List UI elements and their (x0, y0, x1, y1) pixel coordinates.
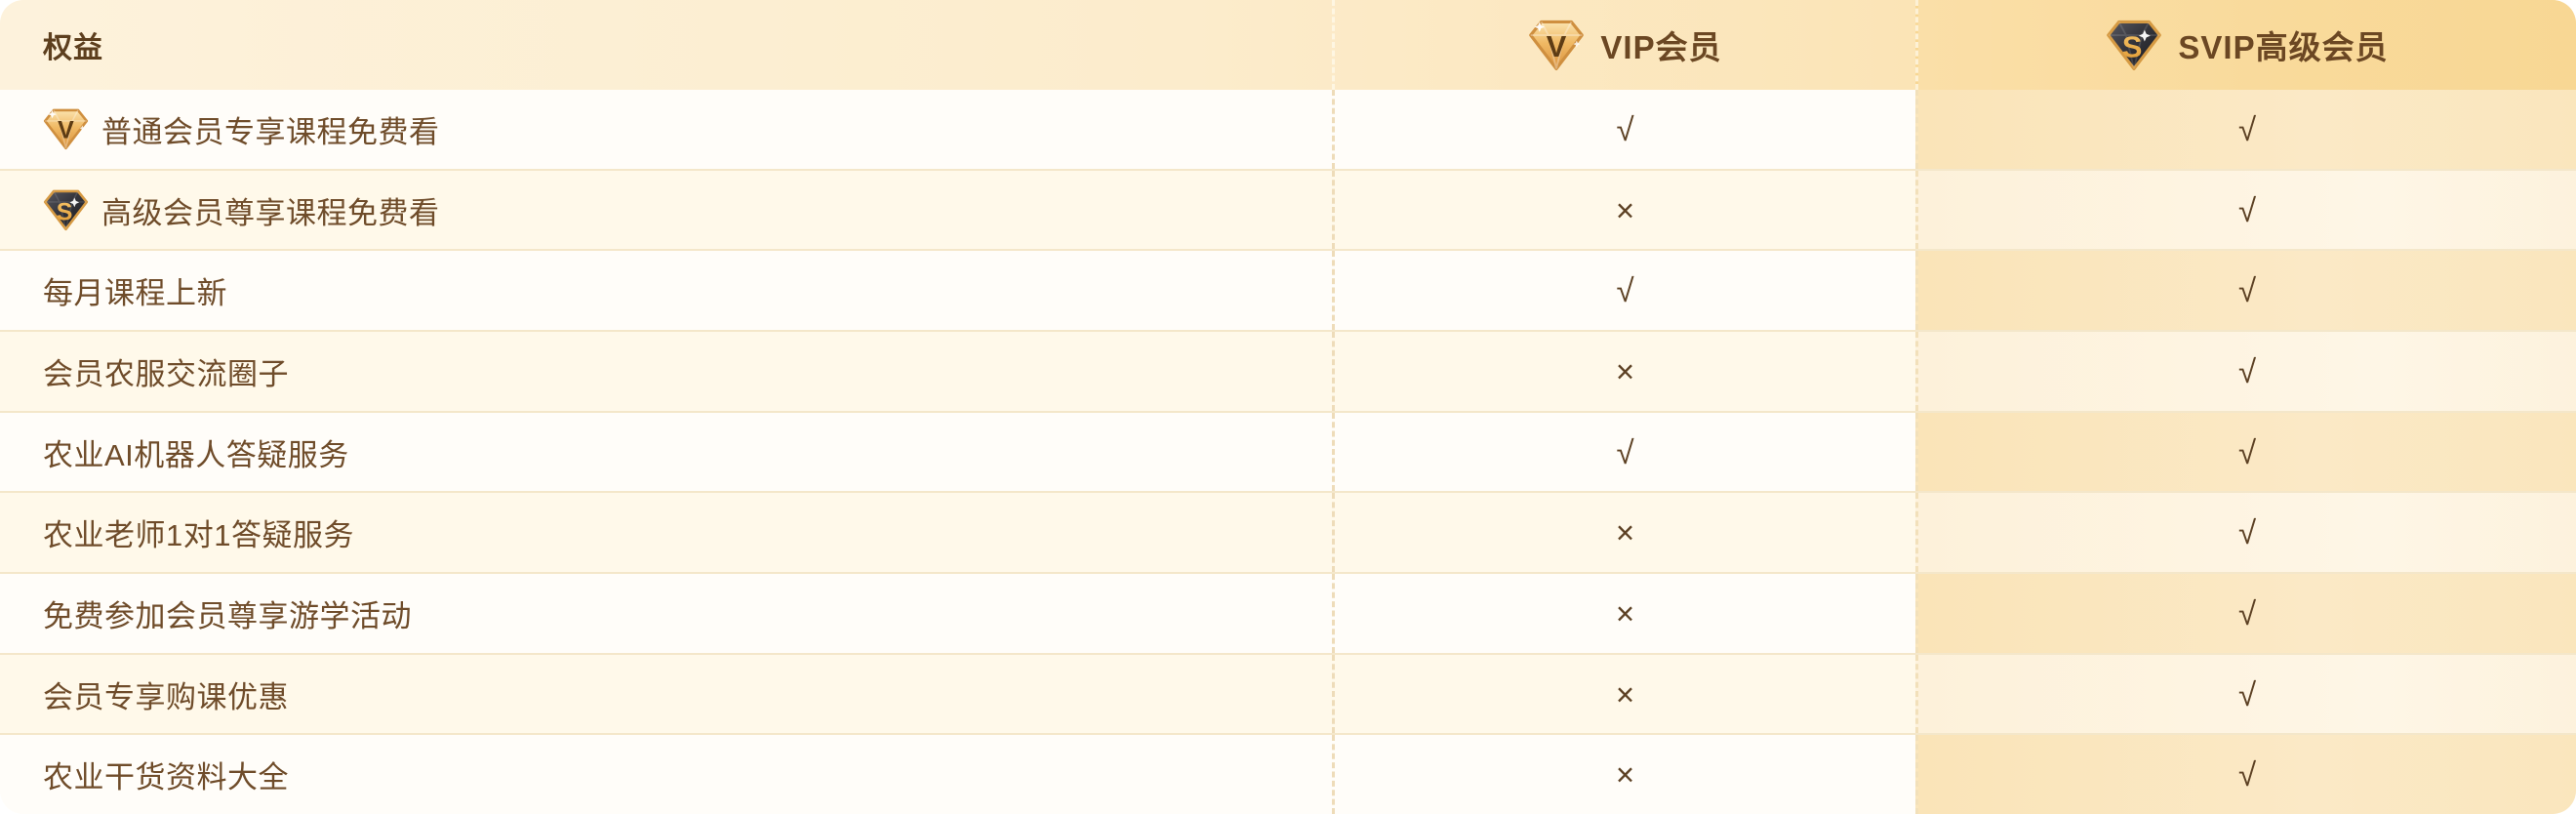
vip-value-cell: √ (1332, 90, 1915, 169)
benefit-cell: 农业AI机器人答疑服务 (0, 412, 1332, 492)
svip-value-cell: √ (1915, 574, 2576, 653)
svip-check-mark: √ (2237, 433, 2257, 470)
vip-value-cell: √ (1332, 412, 1915, 492)
svip-check-mark: √ (2237, 191, 2257, 228)
benefit-label: 农业AI机器人答疑服务 (43, 437, 349, 472)
svip-value-cell: √ (1915, 654, 2576, 734)
svg-text:V: V (1547, 29, 1567, 63)
vip-value-cell: × (1332, 654, 1915, 734)
benefit-cell: 会员农服交流圈子 (0, 332, 1332, 411)
vip-cross-mark: × (1615, 594, 1635, 631)
benefit-cell: 每月课程上新 (0, 251, 1332, 331)
benefit-cell: 农业干货资料大全 (0, 735, 1332, 814)
vip-column-label: VIP会员 (1600, 29, 1722, 65)
benefit-label: 高级会员尊享课程免费看 (101, 195, 440, 230)
svip-check-mark: √ (2237, 675, 2257, 712)
table-body: V 普通会员专享课程免费看 √ √ S 高级会员尊享课程免费看 × √ 每月课程上新 √ √ 会… (0, 90, 2576, 814)
table-row: 农业老师1对1答疑服务 × √ (0, 491, 2576, 573)
benefit-cell: V 普通会员专享课程免费看 (0, 90, 1332, 169)
svip-check-mark: √ (2237, 594, 2257, 631)
svip-value-cell: √ (1915, 332, 2576, 411)
vip-cross-mark: × (1615, 675, 1635, 712)
benefit-label: 每月课程上新 (43, 276, 227, 311)
benefits-header-cell: 权益 (0, 0, 1332, 90)
vip-cross-mark: × (1615, 514, 1635, 551)
benefit-label: 免费参加会员尊享游学活动 (43, 598, 412, 633)
benefit-cell: 免费参加会员尊享游学活动 (0, 574, 1332, 653)
benefits-header-label: 权益 (43, 32, 103, 64)
svip-column-label: SVIP高级会员 (2178, 29, 2389, 65)
vip-value-cell: √ (1332, 251, 1915, 331)
vip-cross-mark: × (1615, 756, 1635, 794)
vip-value-cell: × (1332, 735, 1915, 814)
vip-value-cell: × (1332, 170, 1915, 250)
vip-cross-mark: × (1615, 191, 1635, 228)
svip-check-mark: √ (2237, 110, 2257, 147)
vip-header-cell: V VIP会员 (1332, 0, 1915, 90)
vip-check-mark: √ (1616, 272, 1634, 309)
table-row: 农业AI机器人答疑服务 √ √ (0, 410, 2576, 492)
benefit-label: 农业干货资料大全 (43, 760, 289, 795)
svip-value-cell: √ (1915, 170, 2576, 250)
table-row: 会员专享购课优惠 × √ (0, 652, 2576, 734)
benefit-cell: 会员专享购课优惠 (0, 654, 1332, 734)
svip-check-mark: √ (2237, 514, 2257, 551)
svip-value-cell: √ (1915, 90, 2576, 169)
svg-text:S: S (2122, 30, 2143, 64)
table-row: S 高级会员尊享课程免费看 × √ (0, 168, 2576, 250)
table-header-row: 权益 V VIP会员 S SVIP高级会员 (0, 0, 2576, 90)
benefit-cell: 农业老师1对1答疑服务 (0, 493, 1332, 573)
vip-check-mark: √ (1616, 110, 1634, 147)
table-row: 每月课程上新 √ √ (0, 249, 2576, 331)
vip-value-cell: × (1332, 574, 1915, 653)
vip-check-mark: √ (1616, 433, 1634, 470)
svip-diamond-icon: S (43, 187, 89, 232)
vip-cross-mark: × (1615, 352, 1635, 389)
table-row: 农业干货资料大全 × √ (0, 733, 2576, 814)
svip-header-cell: S SVIP高级会员 (1915, 0, 2576, 90)
vip-diamond-icon: V (1528, 18, 1585, 72)
svip-check-mark: √ (2237, 272, 2257, 309)
table-row: 免费参加会员尊享游学活动 × √ (0, 572, 2576, 653)
benefit-label: 农业老师1对1答疑服务 (43, 518, 354, 553)
svip-check-mark: √ (2237, 352, 2257, 389)
svip-value-cell: √ (1915, 251, 2576, 331)
svip-diamond-icon: S (2106, 18, 2162, 72)
benefit-label: 会员农服交流圈子 (43, 356, 289, 391)
svip-value-cell: √ (1915, 493, 2576, 573)
benefit-label: 普通会员专享课程免费看 (101, 114, 440, 149)
vip-diamond-icon: V (43, 106, 89, 151)
benefit-label: 会员专享购课优惠 (43, 679, 289, 714)
svg-text:V: V (58, 117, 74, 144)
svip-check-mark: √ (2237, 756, 2257, 794)
svip-value-cell: √ (1915, 412, 2576, 492)
vip-value-cell: × (1332, 493, 1915, 573)
svip-value-cell: √ (1915, 735, 2576, 814)
table-row: 会员农服交流圈子 × √ (0, 330, 2576, 411)
svg-text:S: S (57, 198, 73, 225)
table-row: V 普通会员专享课程免费看 √ √ (0, 90, 2576, 169)
vip-value-cell: × (1332, 332, 1915, 411)
benefit-cell: S 高级会员尊享课程免费看 (0, 170, 1332, 250)
